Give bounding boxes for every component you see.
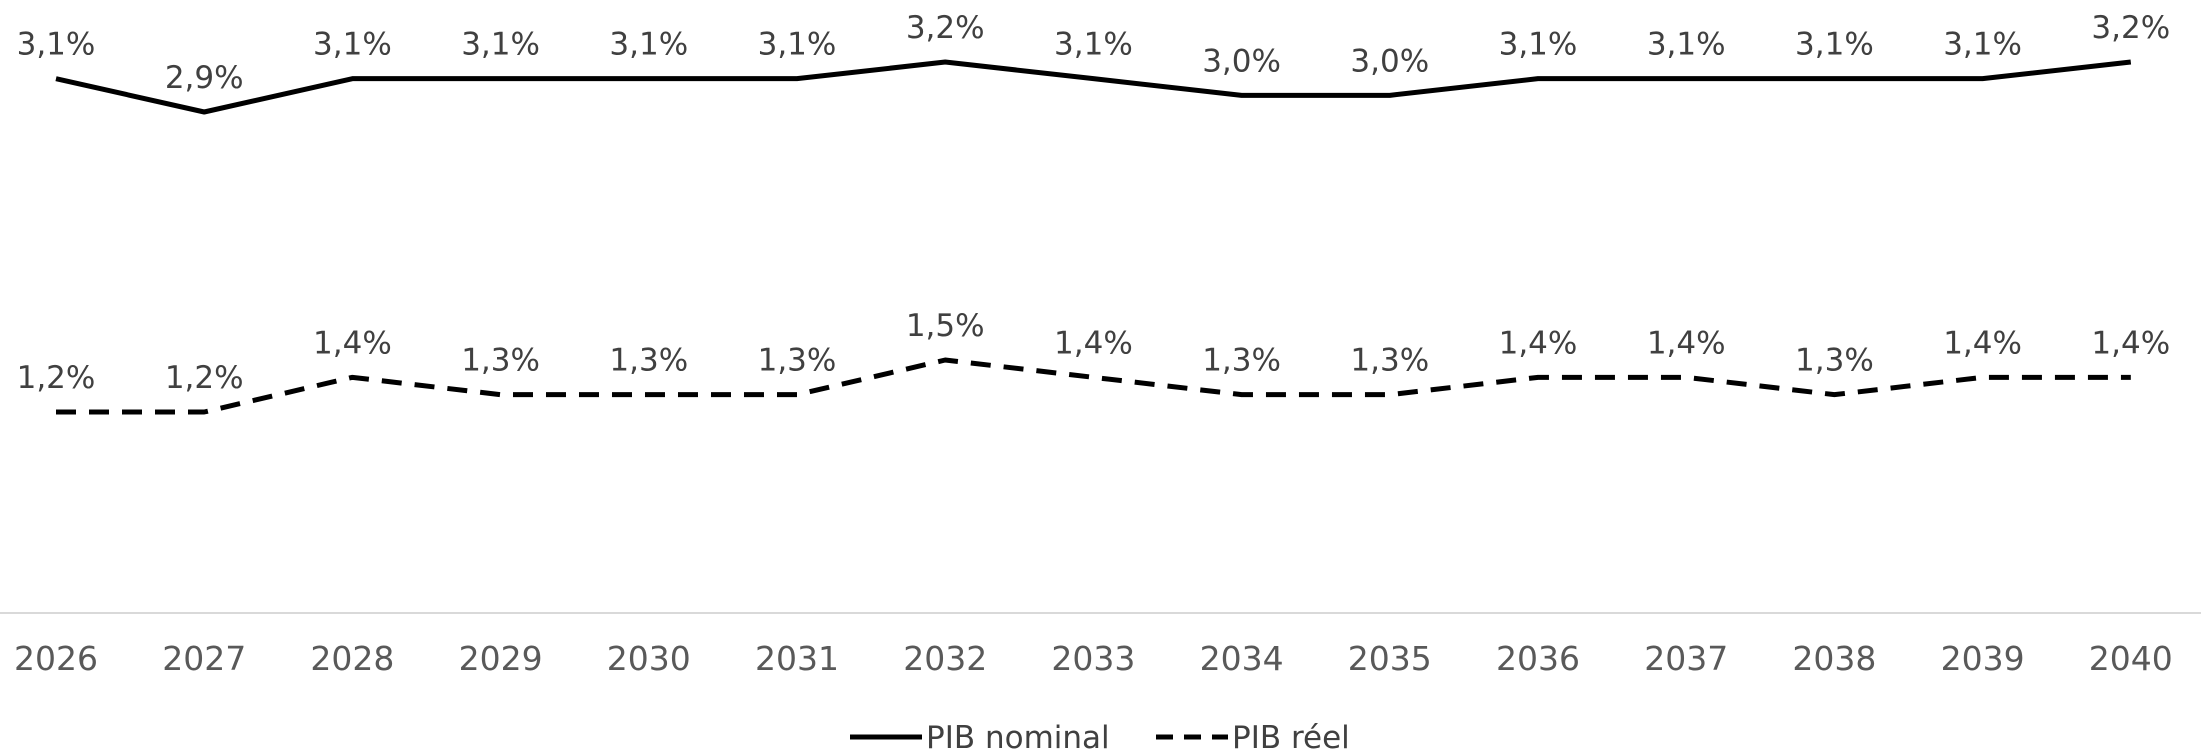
data-label: 3,1% [1795,27,1874,63]
x-tick-label: 2033 [1051,639,1135,678]
data-label: 1,3% [461,343,540,379]
data-label: 1,4% [313,325,392,361]
legend-item-pib-nominal: PIB nominal [850,720,1110,754]
data-label: 3,1% [1499,27,1578,63]
data-label: 3,0% [1202,43,1281,79]
legend: PIB nominal PIB réel [850,720,1350,754]
data-label: 1,2% [17,360,96,396]
data-label: 1,4% [2091,325,2170,361]
data-label: 3,1% [461,27,540,63]
x-tick-label: 2034 [1200,639,1284,678]
x-tick-label: 2027 [162,639,246,678]
data-labels: 3,1% 2,9% 3,1% 3,1% 3,1% 3,1% 3,2% 3,1% 3,0% 3,0%… [17,10,2171,396]
x-tick-label: 2029 [459,639,543,678]
data-label: 1,5% [906,308,985,344]
data-label: 3,2% [2091,10,2170,46]
data-label: 1,4% [1054,325,1133,361]
x-tick-label: 2040 [2089,639,2173,678]
x-tick-label: 2035 [1348,639,1432,678]
x-tick-label: 2037 [1644,639,1728,678]
legend-label-pib-reel: PIB réel [1232,720,1350,754]
data-label: 1,3% [758,343,837,379]
data-label: 1,3% [609,343,688,379]
x-tick-label: 2031 [755,639,839,678]
data-label: 1,2% [165,360,244,396]
data-label: 2,9% [165,60,244,96]
data-label: 3,1% [1054,27,1133,63]
data-label: 1,4% [1647,325,1726,361]
data-label: 1,3% [1202,343,1281,379]
data-label: 3,1% [609,27,688,63]
data-label: 3,1% [758,27,837,63]
data-label: 3,1% [17,27,96,63]
legend-item-pib-reel: PIB réel [1156,720,1350,754]
data-label: 3,0% [1350,43,1429,79]
data-label: 1,3% [1350,343,1429,379]
legend-label-pib-nominal: PIB nominal [926,720,1110,754]
series-line-pib-nominal [55,59,2132,115]
data-label: 1,4% [1499,325,1578,361]
data-label: 3,1% [1647,27,1726,63]
x-tick-label: 2038 [1792,639,1876,678]
x-axis-ticks: 2026 2027 2028 2029 2030 2031 2032 2033 2034 2035… [14,639,2173,678]
x-tick-label: 2030 [607,639,691,678]
x-tick-label: 2036 [1496,639,1580,678]
x-tick-label: 2028 [310,639,394,678]
data-label: 3,1% [313,27,392,63]
data-label: 1,3% [1795,343,1874,379]
series-layer [55,59,2132,415]
data-label: 3,1% [1943,27,2022,63]
x-tick-label: 2026 [14,639,98,678]
data-label: 3,2% [906,10,985,46]
x-tick-label: 2032 [903,639,987,678]
x-tick-label: 2039 [1941,639,2025,678]
data-label: 1,4% [1943,325,2022,361]
